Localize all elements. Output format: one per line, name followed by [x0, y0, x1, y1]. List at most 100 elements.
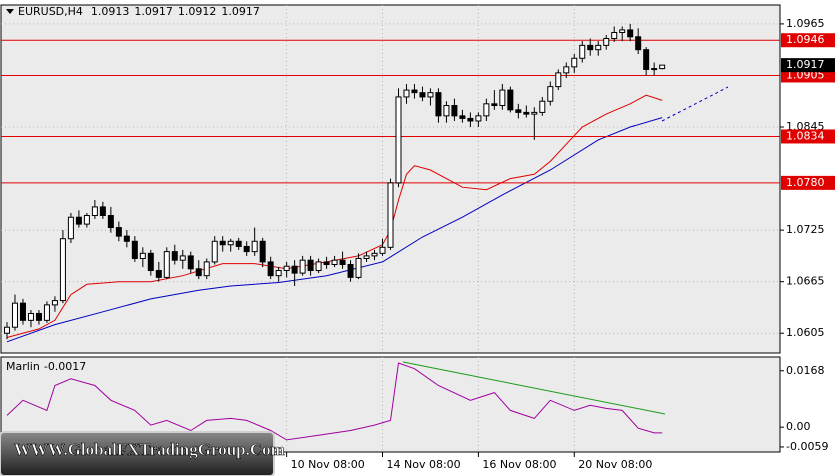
- candle-body: [483, 103, 490, 117]
- candle-body: [395, 96, 402, 184]
- candle-body: [379, 246, 386, 254]
- y-tick-label: 0.0168: [786, 364, 825, 377]
- watermark-box: [0, 431, 275, 476]
- candle-body: [587, 44, 594, 51]
- level-label-box: [781, 129, 835, 144]
- candle-body: [11, 302, 18, 328]
- candle-body: [539, 100, 546, 113]
- candle-body: [611, 31, 618, 40]
- candle-body: [571, 57, 578, 68]
- candle-body: [219, 240, 226, 246]
- candle-body: [259, 240, 266, 263]
- candle-body: [523, 111, 530, 115]
- candle-body: [459, 115, 466, 119]
- candle-body: [547, 86, 554, 102]
- candle-body: [427, 92, 434, 98]
- candle-body: [171, 251, 178, 261]
- candle-body: [27, 312, 34, 321]
- candle-body: [579, 44, 586, 59]
- candle-body: [19, 302, 26, 321]
- header-low: 1.0912: [178, 5, 217, 18]
- price-label-box: [781, 58, 835, 73]
- candle-body: [635, 36, 642, 51]
- collapse-arrow: [6, 9, 14, 14]
- ma-projection: [661, 86, 729, 122]
- candle-body: [347, 263, 354, 278]
- level-label-box: [781, 33, 835, 48]
- watermark: WWW.GlobalFXTradingGroup.Com: [14, 440, 285, 459]
- candle-body: [139, 252, 146, 259]
- candle-body: [227, 240, 234, 246]
- candle-body: [467, 117, 474, 122]
- candle-body: [155, 270, 162, 278]
- candle-body: [203, 261, 210, 277]
- candle-body: [475, 115, 482, 122]
- candle-body: [35, 312, 42, 321]
- candle-body: [211, 240, 218, 263]
- x-tick-label: 10 Nov 08:00: [291, 458, 365, 471]
- y-tick-label: 1.0605: [786, 326, 825, 339]
- y-tick-label: 1.0665: [786, 275, 825, 288]
- chart-header: EURUSD,H4 1.0913 1.0917 1.0912 1.0917: [18, 5, 260, 18]
- level-label: 1.0780: [786, 176, 825, 189]
- y-tick-label: 1.0725: [786, 223, 825, 236]
- level-label-box: [781, 175, 835, 190]
- candle-body: [419, 92, 426, 98]
- candle-body: [363, 255, 370, 259]
- candle-body: [435, 92, 442, 117]
- header-open: 1.0913: [91, 5, 130, 18]
- candle-body: [355, 257, 362, 278]
- candle-body: [323, 261, 330, 265]
- indicator-title: Marlin: [6, 360, 40, 373]
- candle-body: [643, 49, 650, 70]
- candle-body: [371, 252, 378, 257]
- candle-body: [187, 255, 194, 270]
- candle-body: [299, 259, 306, 274]
- level-label: 1.0834: [786, 129, 825, 142]
- price-label: 1.0917: [786, 58, 825, 71]
- x-tick-label: 16 Nov 08:00: [482, 458, 556, 471]
- candle-body: [491, 103, 498, 107]
- y-tick-label: 1.0965: [786, 17, 825, 30]
- candle-body: [51, 300, 58, 306]
- candle-body: [659, 64, 666, 70]
- candle-body: [123, 235, 130, 242]
- candle-body: [243, 245, 250, 253]
- candle-body: [555, 72, 562, 88]
- candle-body: [627, 29, 634, 38]
- candle-body: [163, 251, 170, 278]
- candle-body: [595, 44, 602, 51]
- candle-body: [107, 215, 114, 229]
- candle-body: [99, 206, 106, 217]
- candle-body: [515, 109, 522, 113]
- x-tick-label: 14 Nov 08:00: [387, 458, 461, 471]
- candle-body: [195, 268, 202, 277]
- candle-body: [267, 261, 274, 277]
- candle-body: [531, 111, 538, 115]
- candle-body: [147, 252, 154, 272]
- symbol: EURUSD,H4: [18, 5, 83, 18]
- candle-body: [67, 216, 74, 240]
- candle-body: [443, 105, 450, 117]
- header-close: 1.0917: [221, 5, 260, 18]
- candle-body: [507, 89, 514, 111]
- y-tick-label: -0.0059: [786, 440, 828, 453]
- candle-body: [387, 182, 394, 248]
- indicator-line: [6, 362, 663, 441]
- trend-line: [402, 361, 666, 415]
- candle-body: [59, 238, 66, 302]
- candle-body: [251, 240, 258, 253]
- candle-body: [499, 89, 506, 107]
- x-tick-label: 20 Nov 08:00: [578, 458, 652, 471]
- candle-body: [651, 68, 658, 71]
- candle-body: [331, 259, 338, 265]
- candle-body: [283, 265, 290, 272]
- candle-body: [619, 29, 626, 33]
- candle-body: [91, 206, 98, 217]
- indicator-current: -0.0017: [44, 360, 86, 373]
- moving-average: [6, 94, 663, 338]
- candle-body: [603, 38, 610, 46]
- candle-body: [451, 105, 458, 117]
